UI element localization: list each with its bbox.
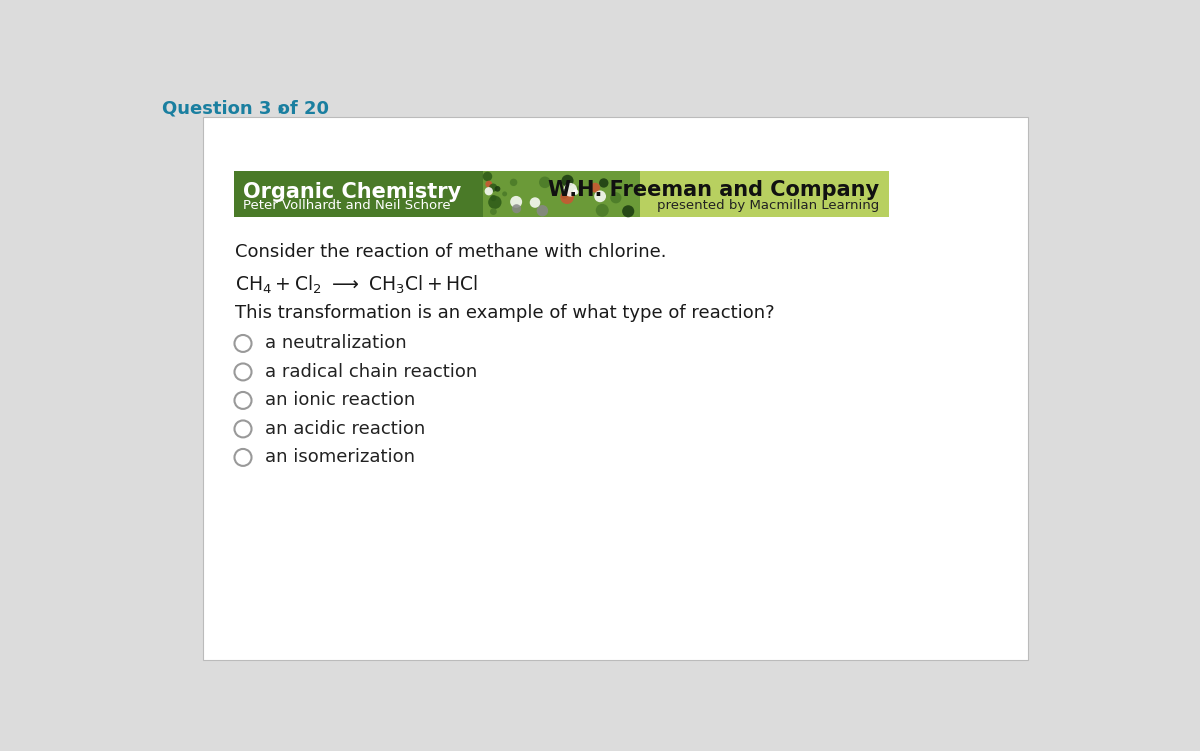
- Circle shape: [564, 183, 577, 197]
- Circle shape: [536, 205, 548, 216]
- Circle shape: [490, 208, 497, 215]
- FancyBboxPatch shape: [234, 171, 482, 217]
- Circle shape: [595, 204, 608, 217]
- Circle shape: [510, 179, 517, 186]
- Text: $\mathrm{CH_4 + Cl_2\ \longrightarrow\ CH_3Cl + HCl}$: $\mathrm{CH_4 + Cl_2\ \longrightarrow\ C…: [235, 273, 479, 296]
- Circle shape: [482, 172, 492, 181]
- Text: Peter Vollhardt and Neil Schore: Peter Vollhardt and Neil Schore: [242, 199, 451, 212]
- Text: Organic Chemistry: Organic Chemistry: [242, 182, 461, 202]
- Text: an isomerization: an isomerization: [265, 448, 415, 466]
- Circle shape: [234, 449, 252, 466]
- FancyBboxPatch shape: [640, 171, 888, 217]
- Text: an ionic reaction: an ionic reaction: [265, 391, 415, 409]
- Circle shape: [577, 185, 582, 191]
- Text: a neutralization: a neutralization: [265, 334, 407, 352]
- Circle shape: [490, 183, 497, 192]
- Circle shape: [590, 182, 600, 192]
- Circle shape: [502, 192, 508, 196]
- Circle shape: [560, 191, 574, 204]
- Circle shape: [234, 363, 252, 381]
- Circle shape: [572, 189, 578, 195]
- Circle shape: [529, 198, 540, 208]
- Circle shape: [599, 178, 608, 188]
- Circle shape: [234, 421, 252, 437]
- Text: W.H. Freeman and Company: W.H. Freeman and Company: [548, 180, 880, 201]
- Circle shape: [485, 187, 493, 195]
- Circle shape: [234, 392, 252, 409]
- Circle shape: [594, 191, 606, 202]
- Circle shape: [562, 175, 574, 187]
- Circle shape: [491, 195, 497, 201]
- Circle shape: [512, 204, 521, 213]
- FancyBboxPatch shape: [482, 171, 640, 217]
- Circle shape: [510, 196, 522, 208]
- FancyBboxPatch shape: [203, 117, 1028, 660]
- Text: Question 3 of 20: Question 3 of 20: [162, 99, 329, 117]
- Circle shape: [485, 181, 492, 188]
- Circle shape: [611, 192, 622, 204]
- Text: Consider the reaction of methane with chlorine.: Consider the reaction of methane with ch…: [235, 243, 667, 261]
- Circle shape: [234, 335, 252, 352]
- Circle shape: [560, 193, 568, 199]
- Circle shape: [562, 189, 566, 194]
- Circle shape: [494, 186, 500, 192]
- Circle shape: [539, 176, 551, 188]
- Text: an acidic reaction: an acidic reaction: [265, 420, 426, 438]
- Text: a radical chain reaction: a radical chain reaction: [265, 363, 478, 381]
- Text: ›: ›: [276, 99, 284, 119]
- Circle shape: [488, 195, 502, 209]
- Text: presented by Macmillan Learning: presented by Macmillan Learning: [658, 199, 880, 212]
- Circle shape: [622, 205, 635, 217]
- Text: This transformation is an example of what type of reaction?: This transformation is an example of wha…: [235, 304, 775, 322]
